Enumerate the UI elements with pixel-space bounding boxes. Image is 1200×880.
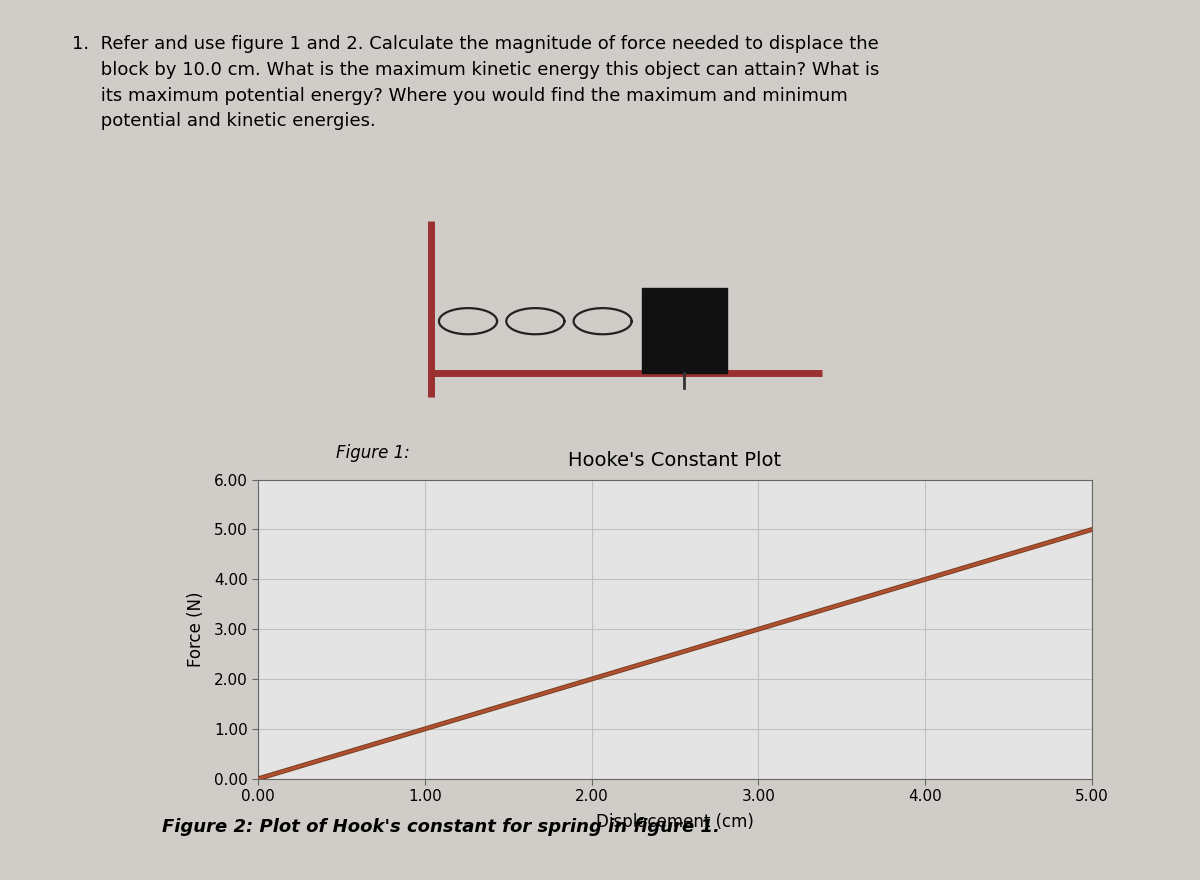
X-axis label: Displacement (cm): Displacement (cm) [596, 812, 754, 831]
Text: 1.  Refer and use figure 1 and 2. Calculate the magnitude of force needed to dis: 1. Refer and use figure 1 and 2. Calcula… [72, 35, 880, 130]
Bar [642, 288, 727, 373]
Text: Figure 2: Plot of Hook's constant for spring in figure 1.: Figure 2: Plot of Hook's constant for sp… [162, 818, 720, 836]
Title: Hooke's Constant Plot: Hooke's Constant Plot [569, 451, 781, 470]
Y-axis label: Force (N): Force (N) [187, 591, 205, 667]
Text: Figure 1:: Figure 1: [336, 444, 410, 462]
